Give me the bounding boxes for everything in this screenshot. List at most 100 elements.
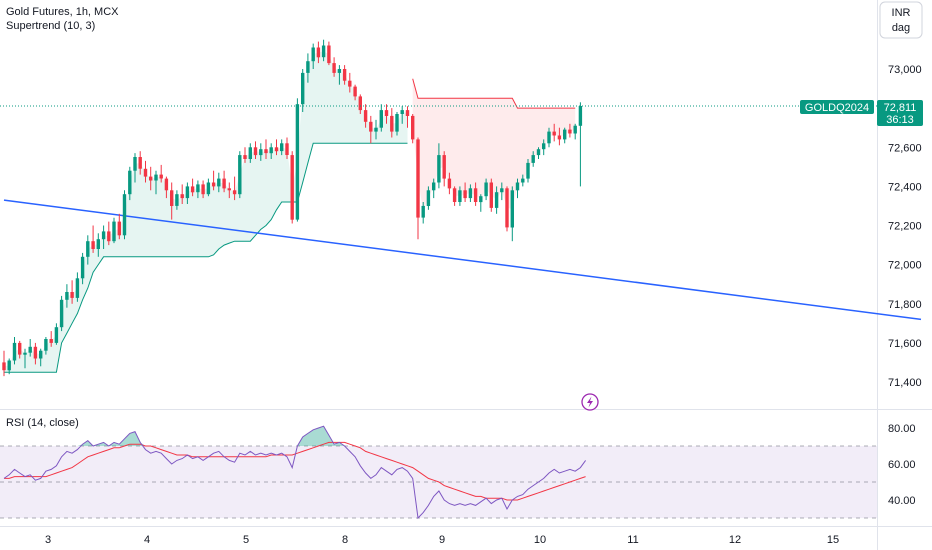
candle-body [18, 342, 22, 355]
candle [285, 137, 289, 159]
candle-body [400, 110, 404, 114]
candle [159, 164, 163, 183]
candle-body [243, 155, 247, 159]
candle [280, 139, 284, 156]
candle [217, 172, 221, 193]
candle-body [164, 178, 169, 191]
candle-body [458, 190, 462, 202]
candle [44, 337, 48, 355]
candle [578, 102, 583, 187]
time-axis-tick: 15 [827, 534, 839, 546]
candle-body [395, 114, 399, 132]
rsi-legend[interactable]: RSI (14, close) [6, 417, 79, 429]
candle-body [390, 115, 394, 132]
candle-body [521, 178, 525, 183]
candle-body [39, 350, 43, 359]
time-axis-tick: 11 [627, 534, 638, 546]
candle [348, 72, 352, 93]
candle [452, 186, 457, 206]
rsi-ma-line[interactable] [4, 441, 586, 501]
candle [86, 235, 90, 265]
candle-body [568, 129, 572, 134]
candle-body [28, 346, 32, 353]
candle-body [416, 139, 420, 218]
candle [149, 166, 153, 191]
candle-body [557, 135, 562, 140]
candle-body [426, 190, 431, 206]
candle-body [578, 106, 583, 126]
candle [327, 41, 331, 66]
candle [332, 57, 336, 77]
candle [463, 182, 467, 202]
candle-body [452, 188, 457, 202]
candle [96, 233, 100, 257]
lightning-icon[interactable] [581, 393, 599, 411]
rsi-axis[interactable]: 80.00 60.00 40.00 [888, 423, 916, 507]
candle [175, 190, 179, 210]
chart-title[interactable]: Gold Futures, 1h, MCX [6, 6, 119, 18]
candle [59, 295, 64, 332]
candle [426, 186, 431, 210]
candle [353, 84, 357, 101]
candle-body [2, 362, 6, 371]
candle-body [353, 86, 357, 97]
supertrend-up-fill [4, 51, 408, 373]
candle [437, 143, 441, 189]
symbol-price-tag[interactable]: GOLDQ2024 [800, 100, 874, 114]
candle [49, 331, 53, 347]
candle-body [379, 110, 383, 128]
candle [405, 106, 410, 128]
candle-body [86, 241, 90, 257]
candle [107, 221, 111, 246]
candle-body [170, 190, 174, 206]
rsi-pane[interactable] [0, 425, 877, 520]
candle-body [421, 205, 425, 218]
candle [301, 69, 305, 112]
last-price-value: 72,811 [884, 102, 917, 114]
candle-body [138, 157, 142, 169]
candle [568, 123, 572, 138]
rsi-line[interactable] [3, 425, 587, 520]
candle-body [128, 170, 132, 195]
currency-label: INR [892, 7, 911, 19]
currency-unit-box[interactable]: INR dag [879, 1, 923, 39]
candle-body [327, 45, 331, 64]
bar-countdown: 36:13 [886, 114, 914, 126]
candle [243, 147, 247, 163]
candle-body [259, 149, 263, 156]
candle [337, 65, 342, 85]
unit-label: dag [892, 22, 910, 34]
candle-body [222, 178, 226, 189]
candle [342, 65, 347, 85]
time-axis[interactable]: 3 4 5 8 9 10 11 12 15 [45, 534, 839, 546]
candle-body [122, 194, 127, 236]
candle-body [411, 115, 415, 140]
candle [112, 217, 116, 244]
candle [515, 178, 520, 199]
candle [557, 127, 562, 146]
candle [122, 190, 127, 240]
rsi-axis-tick: 60.00 [888, 459, 916, 471]
candle [7, 358, 11, 375]
candle-body [54, 327, 59, 343]
candle [154, 170, 158, 195]
candle [274, 139, 279, 156]
trend-line[interactable] [3, 199, 922, 321]
candle [70, 280, 74, 304]
supertrend-legend[interactable]: Supertrend (10, 3) [6, 20, 95, 32]
candle [185, 182, 190, 204]
candle [489, 178, 493, 212]
candle-body [348, 80, 352, 87]
price-pane[interactable] [0, 39, 922, 377]
price-axis-tick: 72,400 [888, 181, 922, 193]
candle [80, 252, 85, 285]
symbol-tag-label: GOLDQ2024 [805, 102, 869, 114]
candle-body [217, 178, 221, 187]
candle-body [494, 192, 499, 208]
candle-body [33, 346, 38, 359]
candle-body [227, 188, 231, 191]
candle [447, 172, 452, 195]
candle-body [143, 168, 148, 177]
supertrend-lines [4, 78, 576, 373]
last-price-tag[interactable]: 72,811 36:13 [877, 100, 923, 126]
